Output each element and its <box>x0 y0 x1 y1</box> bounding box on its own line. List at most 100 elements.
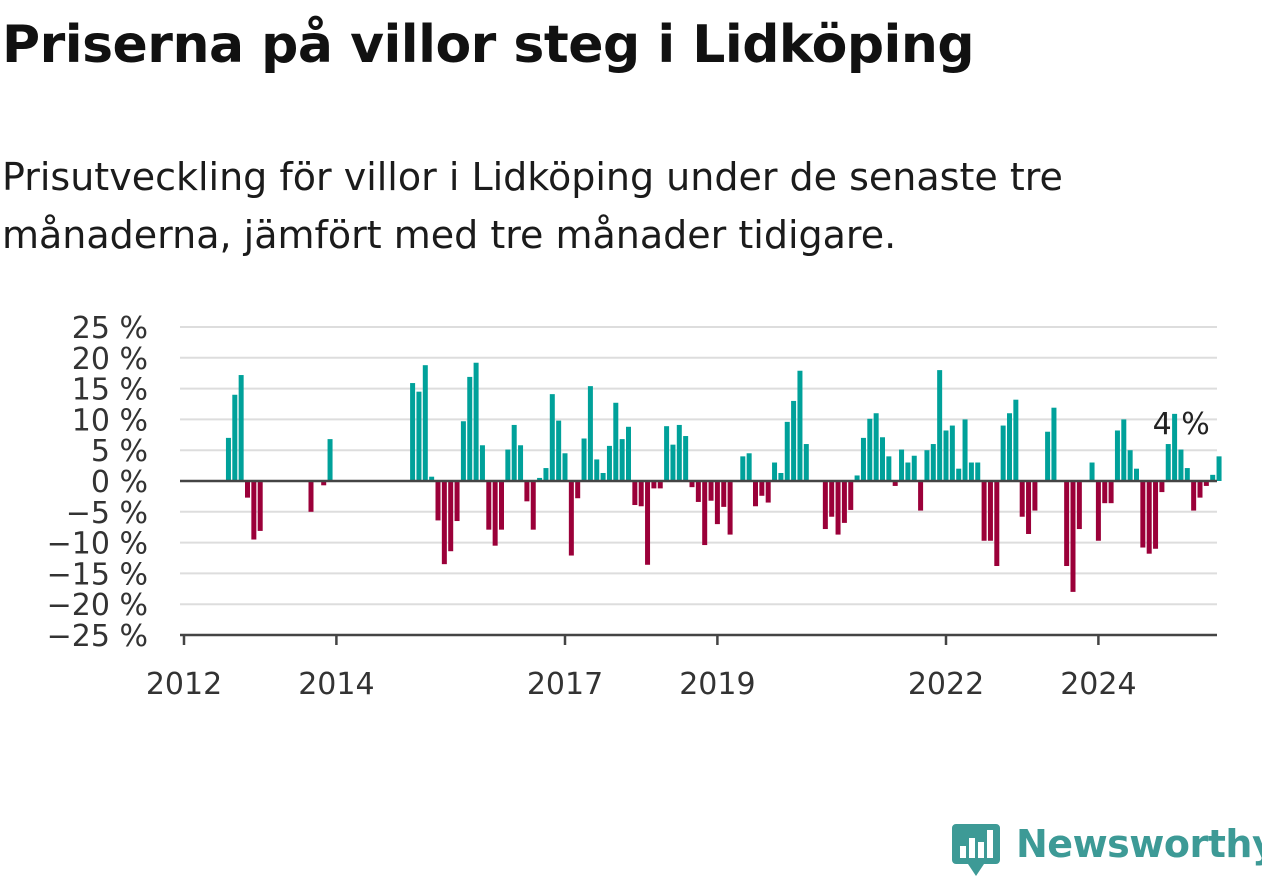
bar <box>1013 399 1019 481</box>
bar <box>1216 456 1222 481</box>
x-tick-label: 2012 <box>146 667 222 702</box>
y-tick-label: 20 % <box>72 342 148 377</box>
y-tick-label: −25 % <box>47 619 148 654</box>
y-tick-label: −5 % <box>66 496 148 531</box>
newsworthy-logo: Newsworthy <box>950 818 1262 876</box>
bar <box>422 365 428 481</box>
bar <box>537 477 543 481</box>
bar <box>886 456 892 481</box>
bar <box>479 445 485 481</box>
bar <box>702 481 708 546</box>
bar <box>321 481 327 486</box>
bar <box>575 481 581 499</box>
bar <box>232 394 238 481</box>
bar-chart-pin-icon <box>952 824 1000 876</box>
bar <box>981 481 987 541</box>
bar <box>987 481 993 541</box>
y-tick-label: 0 % <box>91 465 148 500</box>
bar <box>505 449 511 481</box>
bar <box>651 481 657 489</box>
bar <box>441 481 447 565</box>
bar <box>1007 413 1012 481</box>
bar <box>1184 468 1190 481</box>
bar <box>473 362 479 481</box>
latest-value-label: 4 % <box>1153 407 1210 442</box>
bar <box>1210 474 1216 481</box>
bar <box>594 459 600 481</box>
bar <box>429 476 435 481</box>
brand-name: Newsworthy <box>1016 822 1262 866</box>
bar <box>708 481 714 501</box>
bar <box>670 444 676 481</box>
axes <box>180 479 1217 645</box>
bar <box>245 481 250 498</box>
bar <box>962 419 968 481</box>
y-tick-label: 10 % <box>72 403 148 438</box>
chart-title: Priserna på villor steg i Lidköping <box>2 15 975 75</box>
bar <box>225 437 231 481</box>
bar <box>714 481 720 525</box>
bar <box>1134 468 1139 481</box>
bar <box>1102 481 1108 504</box>
bar <box>638 481 644 507</box>
bar <box>467 376 473 481</box>
bar <box>676 424 682 481</box>
bar <box>899 449 905 481</box>
bar <box>549 394 555 481</box>
bar <box>1032 481 1038 511</box>
bar <box>606 445 612 481</box>
bar <box>448 481 454 552</box>
bar <box>1095 481 1101 541</box>
bar <box>765 481 771 503</box>
bar <box>968 462 974 481</box>
bar <box>416 391 422 481</box>
y-tick-label: −10 % <box>47 527 148 562</box>
bar <box>626 426 631 481</box>
bar <box>772 462 778 481</box>
bar <box>1089 462 1095 481</box>
bar <box>1026 481 1032 534</box>
bar <box>797 370 803 481</box>
bar <box>581 438 587 481</box>
bar <box>251 481 257 540</box>
bar <box>1127 450 1133 481</box>
bar <box>892 481 898 486</box>
bar <box>1045 431 1051 481</box>
bar <box>562 453 568 481</box>
bar <box>1121 419 1127 481</box>
bar <box>486 481 492 530</box>
bar <box>994 481 1000 567</box>
x-tick-label: 2017 <box>527 667 603 702</box>
bar <box>1146 481 1152 554</box>
bar <box>499 481 504 530</box>
bar <box>1159 481 1165 493</box>
y-tick-label: 5 % <box>91 434 148 469</box>
bar <box>511 424 517 481</box>
bar <box>905 462 911 481</box>
bar <box>695 481 701 502</box>
bar <box>854 475 860 481</box>
y-tick-label: −20 % <box>47 588 148 623</box>
bar <box>1064 481 1070 567</box>
bar <box>740 456 746 481</box>
bar <box>308 481 314 512</box>
bar <box>727 481 733 535</box>
bar <box>327 439 333 481</box>
bar <box>975 462 981 481</box>
bar <box>238 375 244 481</box>
bar <box>683 436 689 481</box>
bar <box>460 421 466 481</box>
x-tick-label: 2014 <box>298 667 374 702</box>
y-tick-label: −15 % <box>47 557 148 592</box>
bar <box>524 481 530 502</box>
bar <box>835 481 841 535</box>
bar <box>759 481 765 496</box>
bar <box>632 481 638 506</box>
bar <box>1203 481 1209 486</box>
bar <box>556 420 562 481</box>
bar-chart: 25 %20 %15 %10 %5 %0 %−5 %−10 %−15 %−20 … <box>47 311 1222 702</box>
bar <box>918 481 924 511</box>
axis-labels: 25 %20 %15 %10 %5 %0 %−5 %−10 %−15 %−20 … <box>47 311 1210 702</box>
bar <box>492 481 498 546</box>
bar <box>873 413 879 481</box>
